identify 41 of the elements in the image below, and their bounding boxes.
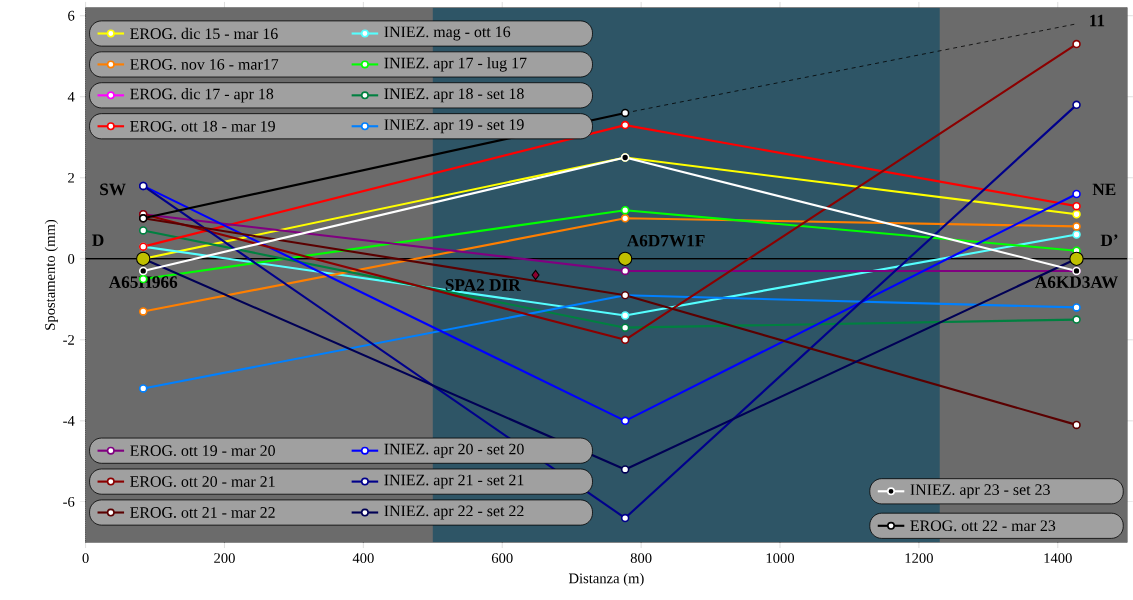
x-tick-label: 1400 [1044, 553, 1072, 563]
legend-label: EROG. ott 21 - mar 22 [130, 507, 275, 518]
annotation: SW [100, 183, 126, 196]
annotation: A6D7W1F [626, 234, 705, 247]
x-tick-label: 1200 [905, 553, 933, 563]
annotation: SPA2 DIR [445, 279, 521, 291]
x-tick-label: 800 [630, 553, 652, 563]
legend-label: INIEZ. apr 19 - set 19 [384, 119, 524, 134]
x-tick-label: 400 [352, 553, 374, 563]
y-tick-label: -2 [63, 334, 74, 345]
x-tick-label: 1000 [766, 553, 795, 563]
x-tick-label: 200 [214, 553, 235, 563]
y-tick-label: -4 [63, 416, 75, 426]
y-tick-label: 2 [68, 172, 74, 183]
annotation: NE [1092, 183, 1116, 196]
legend-label: INIEZ. apr 20 - set 20 [384, 443, 524, 458]
y-tick-label: 6 [68, 10, 75, 21]
x-tick-label: 0 [82, 553, 89, 563]
y-tick-label: 4 [67, 91, 75, 102]
legend-label: EROG. nov 16 - mar17 [130, 58, 279, 70]
legend-label: INIEZ. mag - ott 16 [384, 26, 511, 41]
x-axis-title: Distanza (m) [568, 572, 644, 587]
annotation: D’ [1100, 234, 1118, 246]
legend-label: INIEZ. apr 21 - set 21 [384, 474, 524, 489]
legend-label: INIEZ. apr 22 - set 22 [384, 505, 524, 520]
legend-label: EROG. dic 17 - apr 18 [130, 88, 274, 103]
legend-label: INIEZ. apr 18 - set 18 [384, 88, 524, 103]
legend-label: EROG. ott 20 - mar 21 [130, 476, 275, 487]
annotation: 11 [1090, 14, 1105, 27]
legend-label: EROG. dic 15 - mar 16 [130, 27, 278, 40]
legend-label: INIEZ. apr 17 - lug 17 [384, 57, 527, 72]
annotation: D [92, 234, 104, 246]
x-tick-label: 600 [491, 553, 513, 563]
legend-label: INIEZ. apr 23 - set 23 [910, 484, 1050, 499]
y-tick-label: 0 [68, 253, 75, 264]
y-axis-title: Spostamento (mm) [44, 219, 58, 330]
legend-label: EROG. ott 18 - mar 19 [130, 120, 275, 132]
y-tick-label: -6 [63, 496, 75, 507]
legend-label: EROG. ott 19 - mar 20 [130, 445, 275, 457]
annotation: A6KD3AW [1035, 276, 1118, 288]
legend-label: EROG. ott 22 - mar 23 [910, 520, 1056, 532]
